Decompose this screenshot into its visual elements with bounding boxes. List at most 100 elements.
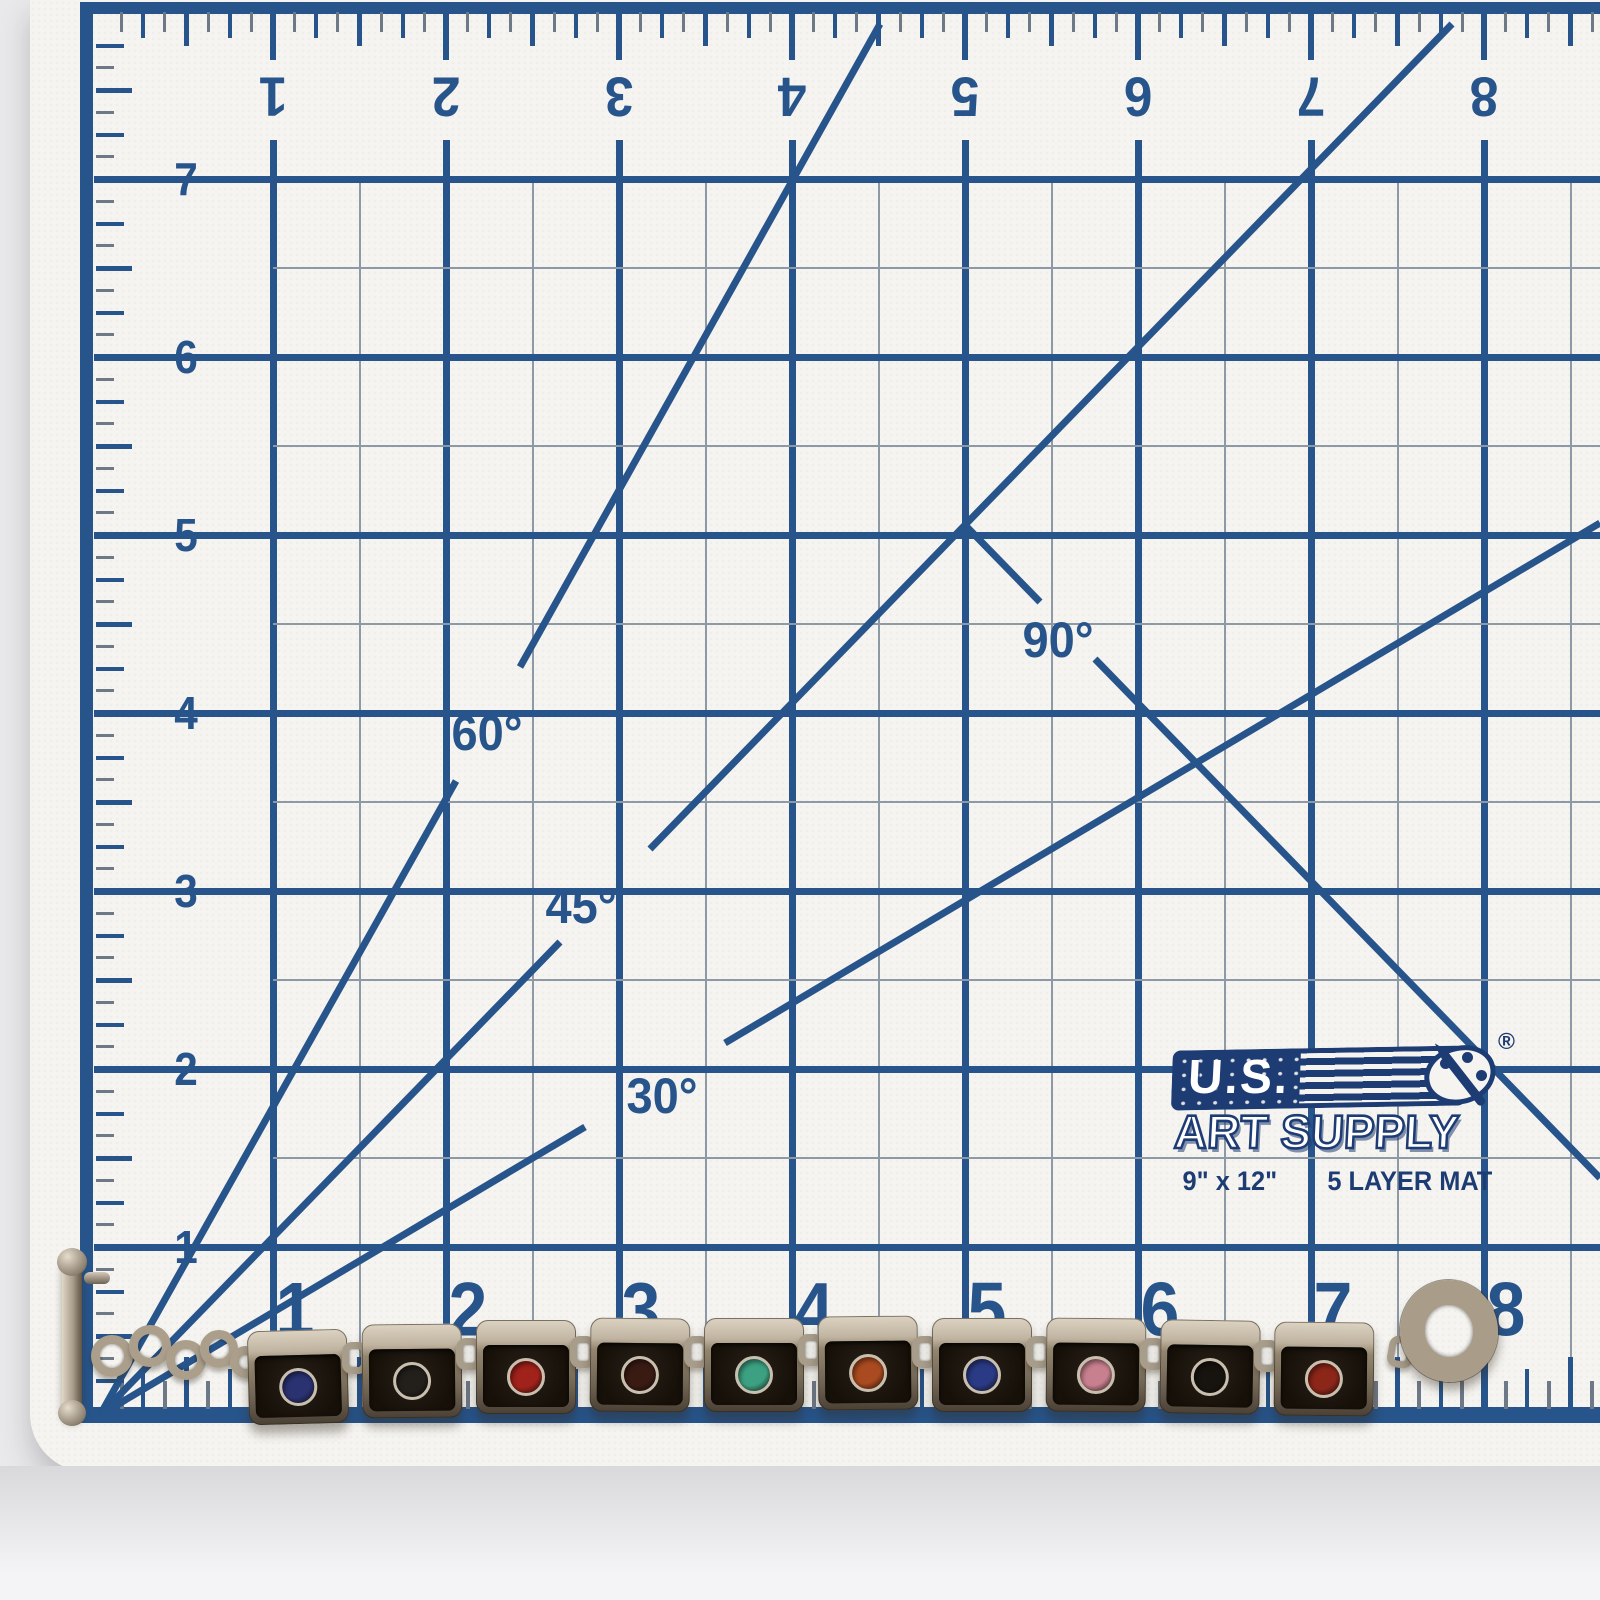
ruler-tick-top [1006,12,1011,38]
grid-minor-horizontal [273,979,1600,981]
ruler-tick-top [1028,12,1032,32]
ruler-tick-top [1071,12,1075,32]
mat-layer-label: 5 LAYER MAT [1327,1166,1493,1196]
left-ruler-number: 7 [174,153,198,205]
brand-artsupply-text: ART SUPPLY [1172,1104,1462,1160]
ruler-tick-bottom [1417,1381,1422,1409]
ruler-tick-left [96,577,124,582]
grid-major-vertical [1134,140,1142,1407]
ruler-tick-left [96,488,124,493]
ruler-tick-left [96,66,114,70]
ruler-tick-top [1114,12,1118,32]
grid-major-horizontal [94,353,1600,361]
ruler-tick-left [96,443,132,449]
ruler-tick-left [96,1066,148,1072]
ruler-tick-left [96,422,114,426]
brand-logo: U.S. ® ART SUPPLY 9" x 12" 5 LAYER MAT [1160,1028,1520,1207]
ruler-tick-left [96,733,114,737]
ruler-tick-top [141,12,146,38]
ruler-tick-top [1201,12,1205,32]
ruler-tick-top [1438,12,1443,38]
ruler-tick-bottom [811,1381,816,1409]
ruler-tick-left [96,1312,114,1316]
left-ruler-number: 3 [174,865,198,917]
ruler-tick-left [96,778,114,782]
ruler-tick-top [941,12,945,32]
angle-label-60: 60° [451,705,523,761]
ruler-tick-left [96,1223,114,1227]
diagonal-45-segment-1 [97,939,563,1418]
ruler-tick-top [962,12,968,60]
ruler-tick-top [746,12,751,38]
ruler-tick-top [487,12,492,38]
left-ruler-number: 2 [174,1043,198,1095]
ruler-tick-top [1374,12,1378,32]
ruler-top-bar [80,2,1600,14]
ruler-tick-bottom [1503,1381,1508,1409]
ruler-tick-top [919,12,924,38]
ruler-tick-left [96,221,124,226]
ruler-tick-top [768,12,772,32]
grid-major-horizontal [94,887,1600,895]
bottom-ruler-number: 8 [1486,1267,1526,1353]
ruler-tick-bottom [1373,1381,1378,1409]
ruler-tick-left [96,87,132,93]
ruler-tick-top [357,12,362,46]
brush-tip [1431,1040,1447,1057]
ruler-tick-top [184,12,189,46]
ruler-tick-top [1525,12,1530,38]
grid-major-vertical [1307,140,1315,1407]
ruler-tick-left [96,844,124,849]
ruler-tick-left [96,199,114,203]
ruler-tick-top [639,12,643,32]
ruler-tick-bottom [357,1357,362,1409]
ruler-tick-left [96,1378,124,1383]
paint-dot [1462,1052,1473,1063]
ruler-tick-left [96,1111,124,1116]
ruler-tick-left [96,799,132,805]
ruler-tick-left [96,956,114,960]
ruler-tick-left [96,532,148,538]
ruler-tick-left [96,1089,114,1093]
ruler-tick-left [96,1134,114,1138]
angle-label-30: 30° [626,1068,698,1124]
ruler-tick-top [573,12,578,38]
ruler-tick-left [96,755,124,760]
ruler-tick-left [96,244,114,248]
ruler-tick-left [96,933,124,938]
ruler-tick-left [96,555,114,559]
grid-minor-horizontal [273,623,1600,625]
grid-minor-vertical [531,179,534,1407]
ruler-tick-top [660,12,665,38]
ruler-tick-top [789,12,795,60]
ruler-tick-top [530,12,535,46]
ruler-tick-left [96,1045,114,1049]
ruler-tick-left [96,1356,114,1360]
ruler-tick-top [1460,12,1464,32]
ruler-tick-top [1547,12,1551,32]
ruler-tick-top [249,12,253,32]
ruler-tick-bottom [1546,1381,1551,1409]
ruler-tick-top [703,12,708,46]
grid-minor-horizontal [273,445,1600,447]
grid-major-horizontal [94,1065,1600,1073]
ruler-tick-top [1244,12,1248,32]
ruler-tick-bottom [1481,1341,1487,1409]
ruler-tick-left [96,666,124,671]
ruler-tick-top [336,12,340,32]
registered-mark: ® [1498,1028,1515,1054]
ruler-tick-bottom [1590,1381,1595,1409]
ruler-tick-bottom [206,1381,211,1409]
ruler-tick-left [96,132,124,137]
ruler-tick-top [443,12,449,60]
ruler-tick-left [96,1267,114,1271]
left-ruler-number: 5 [174,509,198,561]
ruler-tick-left [96,43,124,48]
ruler-tick-left [96,1289,124,1294]
ruler-tick-left [96,176,148,182]
ruler-tick-left [96,1244,148,1250]
grid-major-vertical [1480,140,1488,1407]
ruler-tick-top [1481,12,1487,60]
grid-major-vertical [442,140,450,1407]
